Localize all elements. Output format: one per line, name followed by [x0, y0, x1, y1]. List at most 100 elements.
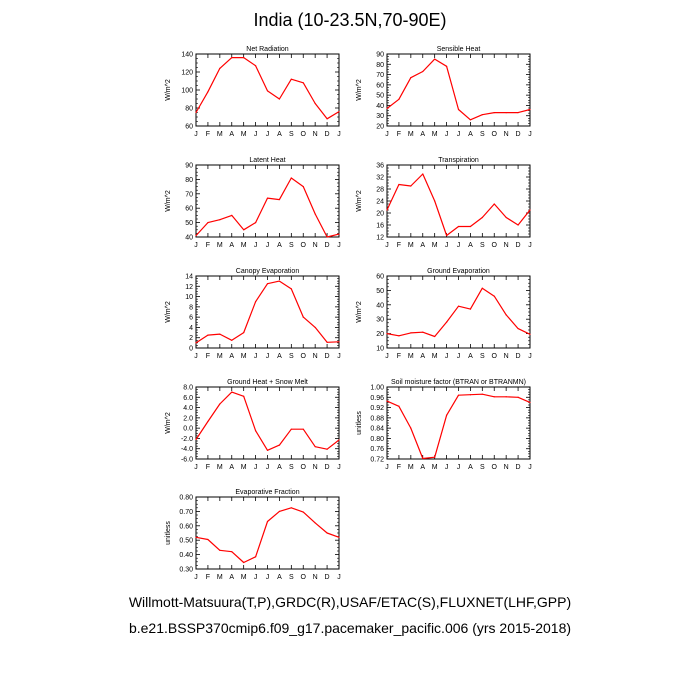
x-tick-label: A [420, 242, 425, 249]
data-point [254, 222, 257, 224]
y-tick-label: 0.50 [179, 538, 193, 545]
x-tick-label: J [337, 574, 341, 581]
x-tick-label: N [313, 464, 318, 471]
data-point [195, 536, 197, 538]
plot-frame [195, 386, 340, 460]
data-point [469, 308, 472, 310]
x-tick-label: J [254, 353, 258, 360]
plot-frame [386, 53, 531, 127]
data-point [398, 183, 400, 186]
data-point [434, 200, 436, 202]
y-tick-label: 0.80 [370, 436, 384, 443]
x-tick-label: J [337, 464, 341, 471]
x-tick-label: A [468, 464, 473, 471]
data-point [302, 511, 304, 513]
data-point [386, 400, 388, 402]
panel-title: Canopy Evaporation [236, 268, 300, 275]
y-tick-label: 0.70 [179, 509, 193, 516]
y-tick-label: 10 [376, 346, 384, 353]
data-point [326, 448, 328, 450]
y-tick-label: 40 [376, 302, 384, 309]
figure-title: India (10-23.5N,70-90E) [253, 10, 447, 30]
data-point [254, 301, 257, 303]
data-point [243, 561, 245, 564]
y-tick-label: 30 [376, 317, 384, 324]
data-point [386, 333, 388, 335]
y-tick-label: 0.96 [370, 395, 384, 402]
data-point [302, 82, 304, 84]
x-tick-label: A [420, 353, 425, 360]
y-tick-label: 80 [376, 62, 384, 69]
series-line [386, 58, 531, 121]
data-point [290, 428, 292, 430]
footer-case: b.e21.BSSP370cmip6.f09_g17.pacemaker_pac… [128, 620, 572, 636]
y-tick-label: 0.40 [179, 552, 193, 559]
y-tick-label: 12 [376, 235, 384, 242]
data-point [457, 225, 460, 228]
y-tick-label: 20 [376, 211, 384, 218]
x-tick-label: M [241, 131, 247, 138]
x-tick-label: M [217, 464, 223, 471]
y-tick-label: 28 [376, 187, 384, 194]
x-tick-label: S [480, 242, 485, 249]
data-point [493, 396, 495, 398]
data-point [302, 186, 304, 188]
data-point [338, 439, 340, 441]
data-point [278, 444, 281, 446]
x-tick-label: A [229, 353, 234, 360]
x-tick-label: N [504, 242, 509, 249]
data-point [254, 556, 257, 558]
data-point [290, 177, 292, 179]
data-point [434, 58, 436, 60]
data-point [338, 341, 340, 343]
data-point [266, 197, 269, 199]
x-tick-label: J [445, 242, 449, 249]
y-tick-label: 1.00 [370, 385, 384, 392]
data-point [338, 536, 340, 538]
data-point [529, 333, 531, 335]
data-point [326, 341, 328, 343]
x-tick-label: A [229, 574, 234, 581]
x-tick-label: M [217, 574, 223, 581]
data-point [254, 65, 257, 67]
x-tick-label: D [325, 464, 330, 471]
y-axis-label: W/m^2 [165, 301, 172, 323]
x-tick-label: N [313, 242, 318, 249]
data-point [410, 185, 412, 187]
data-point [481, 287, 483, 289]
panel-title: Transpiration [438, 157, 479, 164]
x-tick-label: J [194, 131, 198, 138]
plot-frame [195, 496, 340, 570]
x-tick-label: F [397, 353, 401, 360]
x-tick-label: A [277, 131, 282, 138]
data-point [314, 102, 316, 105]
x-tick-label: J [254, 131, 258, 138]
data-point [290, 78, 292, 80]
x-tick-label: A [277, 464, 282, 471]
data-point [290, 288, 292, 290]
y-tick-label: 8.0 [183, 385, 193, 392]
x-tick-label: J [445, 353, 449, 360]
y-tick-label: 40 [185, 235, 193, 242]
x-tick-label: J [457, 131, 461, 138]
data-point [314, 326, 316, 329]
data-point [457, 394, 460, 396]
data-point [445, 234, 448, 237]
data-point [517, 224, 519, 226]
y-tick-label: 8 [189, 304, 193, 311]
x-tick-label: A [468, 242, 473, 249]
data-point [505, 112, 507, 114]
data-point [517, 112, 519, 114]
series-line [386, 287, 531, 338]
x-tick-label: S [289, 464, 294, 471]
x-tick-label: O [301, 131, 307, 138]
data-point [505, 396, 507, 398]
x-tick-label: J [194, 464, 198, 471]
x-tick-label: M [217, 242, 223, 249]
data-point [326, 236, 328, 238]
data-point [481, 114, 483, 116]
y-tick-label: 16 [376, 223, 384, 230]
data-point [278, 510, 281, 512]
